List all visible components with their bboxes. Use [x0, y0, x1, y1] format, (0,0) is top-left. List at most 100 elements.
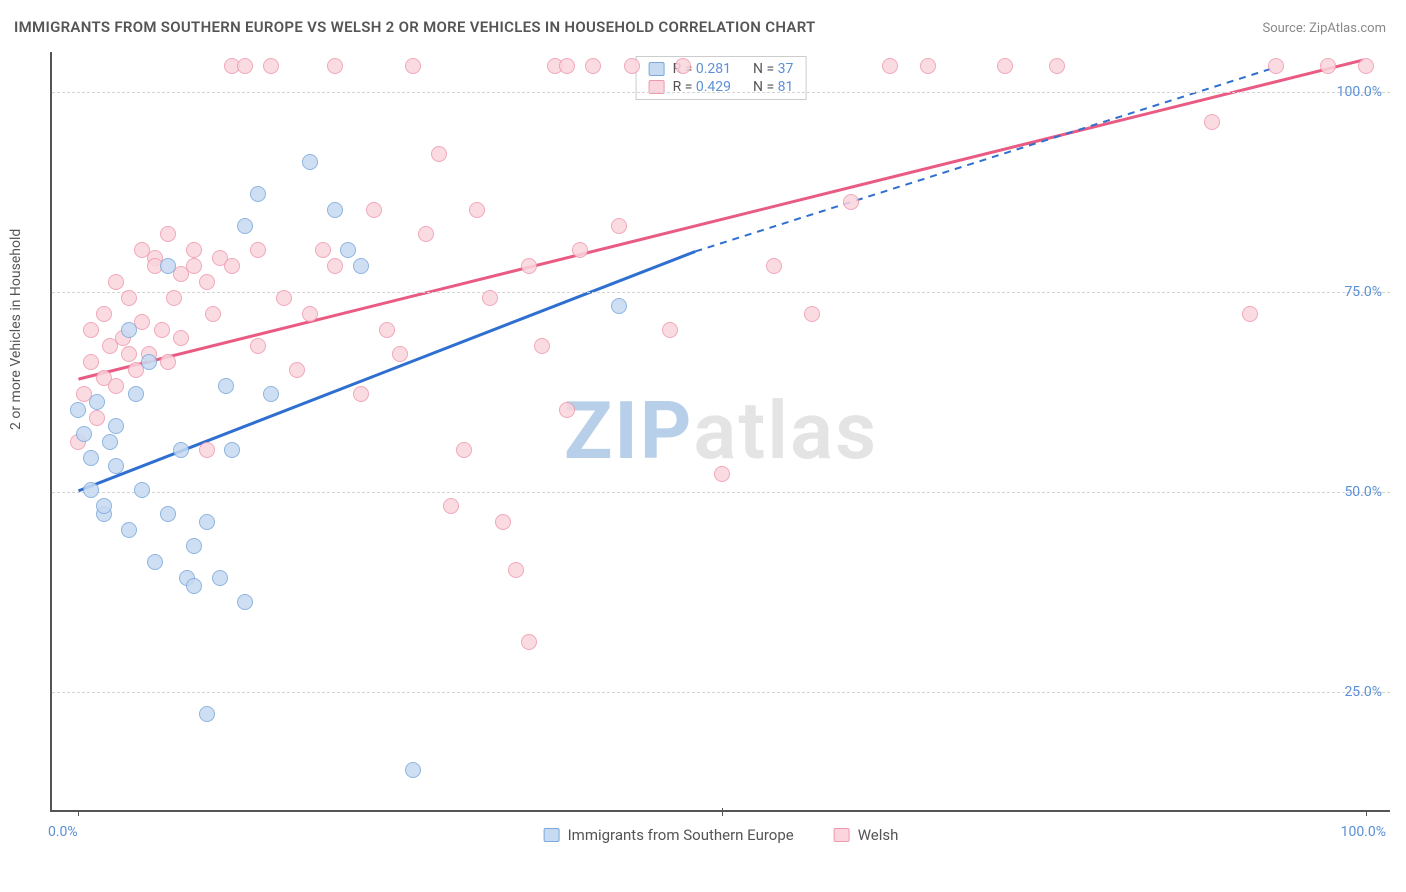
data-point — [83, 482, 99, 498]
chart-title: IMMIGRANTS FROM SOUTHERN EUROPE VS WELSH… — [14, 18, 816, 36]
data-point — [160, 226, 176, 242]
data-point — [920, 58, 936, 74]
x-tick-mark — [722, 808, 723, 816]
data-point — [1049, 58, 1065, 74]
data-point — [289, 362, 305, 378]
legend-item: Welsh — [834, 826, 899, 844]
data-point — [327, 258, 343, 274]
series-legend: Immigrants from Southern Europe Welsh — [544, 826, 899, 844]
data-point — [108, 274, 124, 290]
data-point — [121, 322, 137, 338]
data-point — [882, 58, 898, 74]
data-point — [611, 218, 627, 234]
data-point — [186, 578, 202, 594]
data-point — [160, 354, 176, 370]
data-point — [662, 322, 678, 338]
data-point — [173, 330, 189, 346]
x-tick-mark — [78, 810, 79, 816]
data-point — [263, 386, 279, 402]
data-point — [237, 58, 253, 74]
legend-swatch — [544, 828, 560, 842]
data-point — [199, 442, 215, 458]
stats-legend: R = 0.281N = 37R = 0.429N = 81 — [636, 56, 807, 100]
data-point — [199, 514, 215, 530]
data-point — [121, 346, 137, 362]
data-point — [134, 482, 150, 498]
data-point — [353, 386, 369, 402]
data-point — [482, 290, 498, 306]
data-point — [160, 258, 176, 274]
data-point — [250, 338, 266, 354]
legend-row: R = 0.281N = 37 — [637, 60, 806, 78]
data-point — [276, 290, 292, 306]
data-point — [366, 202, 382, 218]
data-point — [108, 418, 124, 434]
legend-label: Welsh — [858, 826, 899, 844]
data-point — [212, 570, 228, 586]
data-point — [302, 154, 318, 170]
data-point — [495, 514, 511, 530]
data-point — [1204, 114, 1220, 130]
data-point — [521, 258, 537, 274]
data-point — [76, 426, 92, 442]
data-point — [469, 202, 485, 218]
data-point — [405, 58, 421, 74]
data-point — [108, 458, 124, 474]
data-point — [121, 522, 137, 538]
data-point — [141, 354, 157, 370]
x-tick-label: 100.0% — [1341, 824, 1386, 840]
data-point — [237, 594, 253, 610]
data-point — [70, 402, 86, 418]
data-point — [224, 258, 240, 274]
gridline — [52, 292, 1390, 293]
data-point — [186, 538, 202, 554]
data-point — [624, 58, 640, 74]
data-point — [102, 434, 118, 450]
data-point — [96, 306, 112, 322]
data-point — [83, 322, 99, 338]
gridline — [52, 92, 1390, 93]
data-point — [843, 194, 859, 210]
n-value: N = 37 — [753, 61, 793, 77]
data-point — [714, 466, 730, 482]
trend-line — [78, 60, 1363, 379]
data-point — [559, 402, 575, 418]
data-point — [534, 338, 550, 354]
legend-swatch — [834, 828, 850, 842]
data-point — [83, 450, 99, 466]
data-point — [166, 290, 182, 306]
data-point — [147, 554, 163, 570]
data-point — [327, 202, 343, 218]
y-tick-label: 25.0% — [1344, 684, 1382, 700]
data-point — [199, 706, 215, 722]
data-point — [160, 506, 176, 522]
data-point — [572, 242, 588, 258]
data-point — [585, 58, 601, 74]
legend-swatch — [649, 62, 665, 76]
y-tick-label: 75.0% — [1344, 284, 1382, 300]
data-point — [83, 354, 99, 370]
data-point — [263, 58, 279, 74]
data-point — [431, 146, 447, 162]
data-point — [89, 394, 105, 410]
data-point — [521, 634, 537, 650]
data-point — [508, 562, 524, 578]
data-point — [804, 306, 820, 322]
x-tick-mark — [1366, 810, 1367, 816]
watermark: ZIPatlas — [564, 384, 878, 478]
data-point — [315, 242, 331, 258]
data-point — [186, 242, 202, 258]
data-point — [1358, 58, 1374, 74]
y-axis-label: 2 or more Vehicles in Household — [8, 229, 24, 430]
data-point — [89, 410, 105, 426]
data-point — [186, 258, 202, 274]
data-point — [154, 322, 170, 338]
x-tick-label: 0.0% — [48, 824, 78, 840]
data-point — [456, 442, 472, 458]
data-point — [96, 498, 112, 514]
data-point — [1320, 58, 1336, 74]
gridline — [52, 492, 1390, 493]
data-point — [327, 58, 343, 74]
data-point — [218, 378, 234, 394]
legend-item: Immigrants from Southern Europe — [544, 826, 794, 844]
